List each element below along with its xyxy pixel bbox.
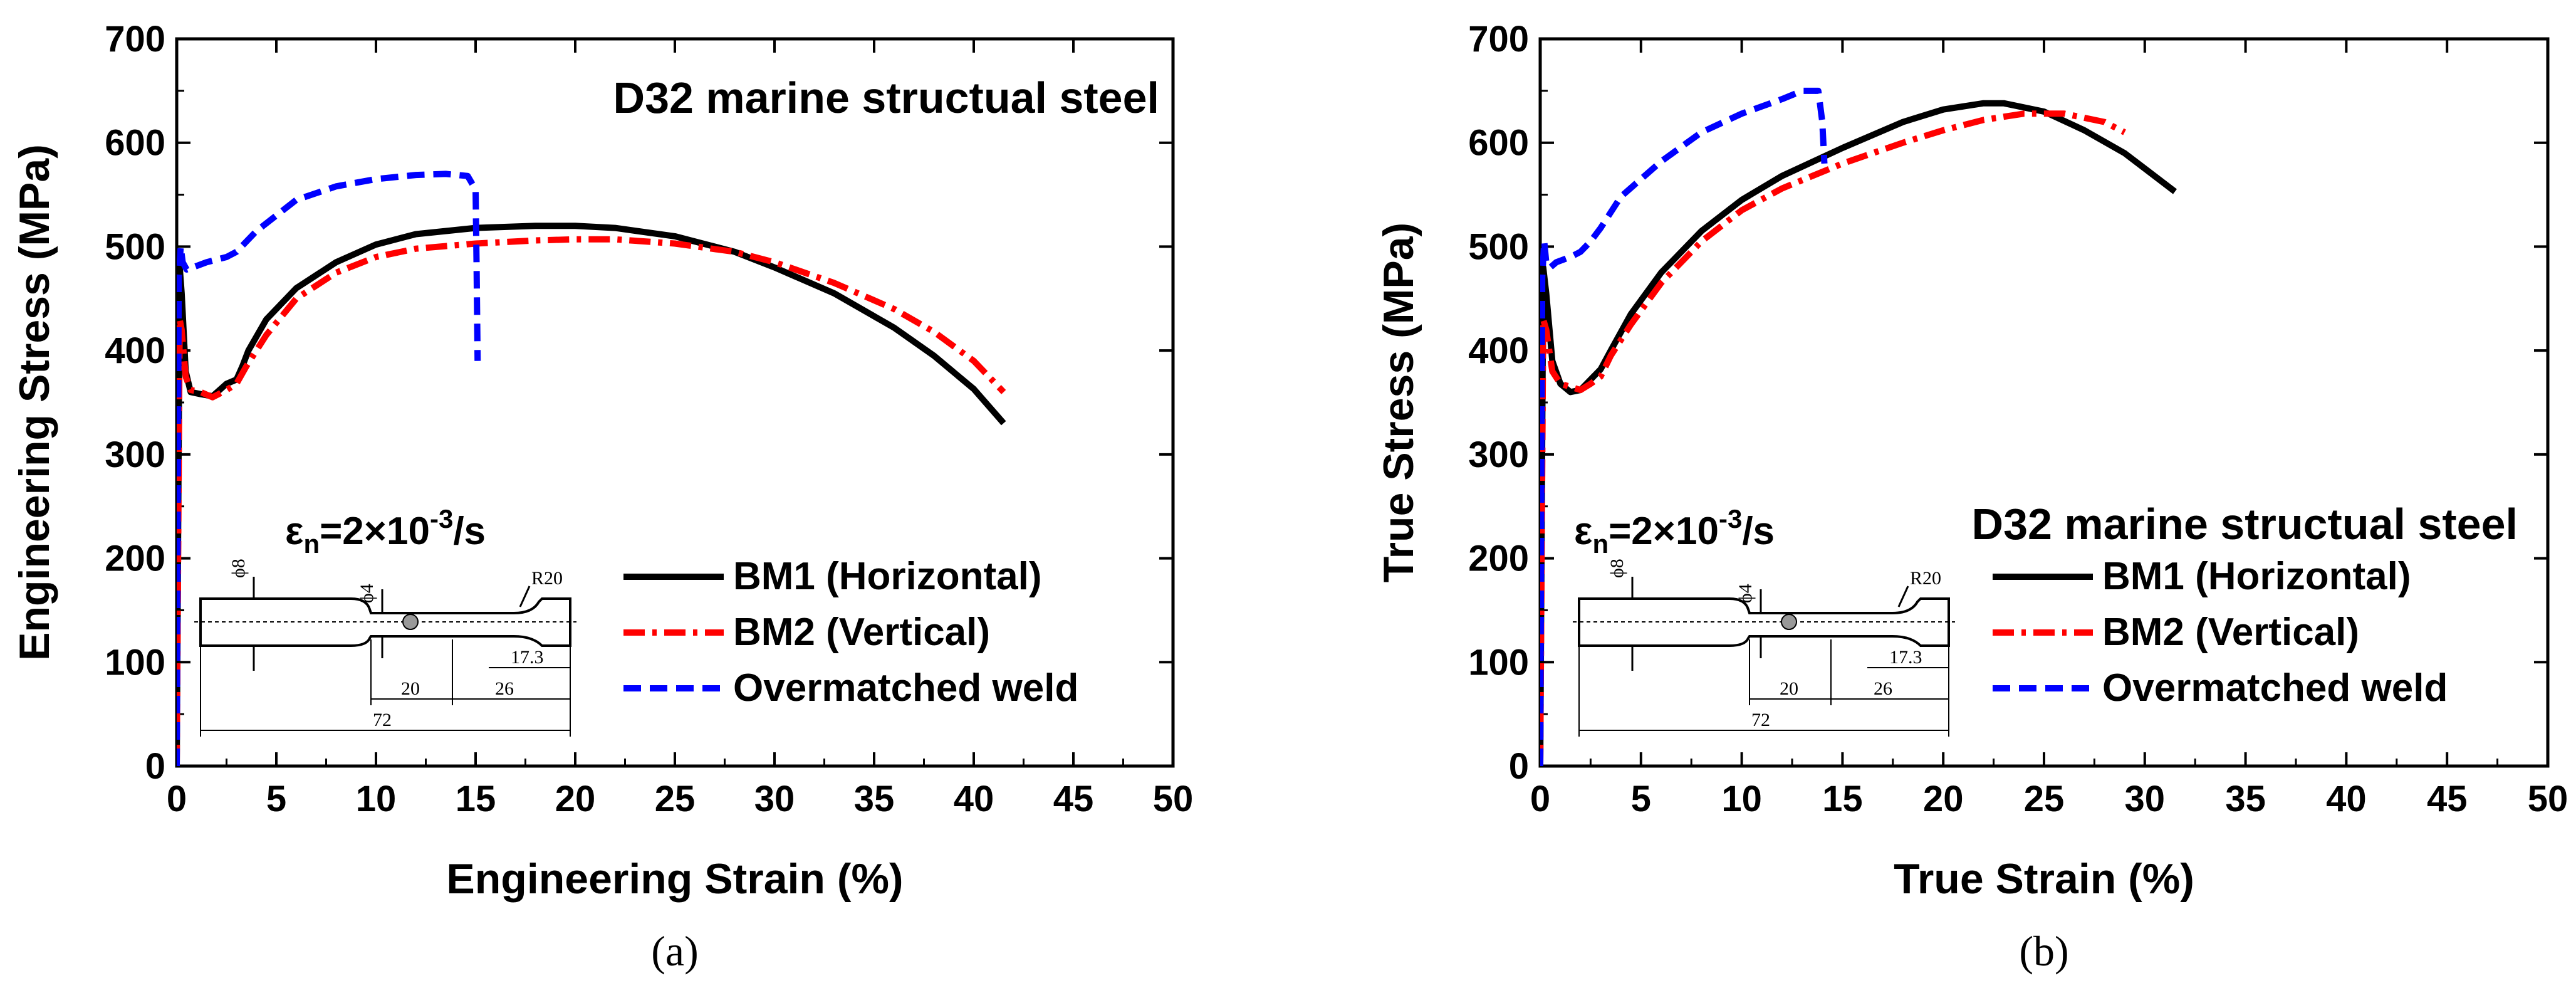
y-tick-label: 200 — [105, 539, 165, 579]
strain-rate-symbol: ε — [1574, 510, 1592, 553]
dim-label: 26 — [1874, 678, 1892, 699]
y-tick-label: 0 — [145, 746, 165, 787]
series-line-bm2-vertical — [1540, 110, 2126, 766]
x-tick-label: 25 — [655, 779, 696, 819]
strain-rate-subscript: n — [303, 529, 320, 559]
plot-frame — [1538, 37, 2550, 768]
y-tick-label: 300 — [1468, 434, 1529, 475]
strain-rate-value: =2×10 — [320, 510, 430, 553]
panel-a: 0 5 10 15 20 25 30 35 40 45 5001002003004005006007… — [11, 19, 1193, 975]
x-tick-label: 15 — [1822, 779, 1863, 819]
dim-label: 20 — [1780, 678, 1798, 699]
x-tick-label: 30 — [754, 779, 795, 819]
dim-label: 72 — [1751, 710, 1770, 730]
x-tick-label: 15 — [456, 779, 496, 819]
x-tick-label: 30 — [2125, 779, 2166, 819]
dim-label: 20 — [401, 678, 420, 699]
x-tick-label: 5 — [1631, 779, 1651, 819]
y-tick-label: 600 — [105, 123, 165, 164]
y-tick-label: 300 — [105, 434, 165, 475]
legend-label: BM1 (Horizontal) — [733, 555, 1042, 598]
x-tick-label: 5 — [266, 779, 286, 819]
dim-label: 72 — [373, 710, 392, 730]
strain-rate-unit: /s — [453, 510, 486, 553]
legend-label: BM1 (Horizontal) — [2102, 555, 2411, 598]
y-tick-label: 700 — [1468, 19, 1529, 60]
dim-label: ϕ8 — [1607, 559, 1627, 578]
strain-rate-symbol: ε — [285, 510, 303, 553]
y-tick-label: 200 — [1468, 539, 1529, 579]
y-tick-label: 600 — [1468, 123, 1529, 164]
dim-arrow — [1897, 586, 1909, 607]
strain-rate-subscript: n — [1592, 529, 1609, 559]
x-tick-label: 25 — [2024, 779, 2065, 819]
x-tick-label: 45 — [1053, 779, 1094, 819]
dim-label: 26 — [495, 678, 514, 699]
series-line-bm1-horizontal — [1540, 100, 2177, 766]
series-line-overmatched-weld — [177, 171, 481, 766]
chart-title: D32 marine structual steel — [1972, 500, 2518, 549]
strain-rate-label: εn=2×10-3/s — [285, 504, 486, 559]
y-tick-label: 100 — [105, 642, 165, 683]
dim-label: R20 — [531, 568, 563, 589]
dim-label: ϕ4 — [1735, 584, 1756, 603]
specimen-diagram: ϕ8 ϕ4 R20 17.3 20 26 72 — [194, 559, 576, 737]
strain-rate-value: =2×10 — [1609, 510, 1719, 553]
series-line-bm1-horizontal — [177, 223, 1006, 766]
y-tick-label: 100 — [1468, 642, 1529, 683]
x-tick-label: 50 — [1153, 779, 1194, 819]
y-axis-title: True Stress (MPa) — [1375, 223, 1422, 582]
dim-label: ϕ4 — [357, 584, 377, 603]
weld-point-marker — [1781, 614, 1797, 630]
x-tick-label: 0 — [1530, 779, 1550, 819]
chart-title: D32 marine structual steel — [613, 73, 1159, 122]
dim-label: R20 — [1910, 568, 1941, 589]
legend-label: Overmatched weld — [2102, 666, 2448, 710]
x-tick-label: 20 — [1923, 779, 1964, 819]
y-tick-label: 400 — [105, 330, 165, 371]
series-group — [1540, 87, 2177, 766]
panel-caption: (b) — [2019, 927, 2068, 975]
panel-b: 0 5 10 15 20 25 30 35 40 45 5001002003004005006007… — [1375, 19, 2568, 975]
y-tick-label: 400 — [1468, 330, 1529, 371]
dim-arrow — [519, 586, 531, 607]
strain-rate-label: εn=2×10-3/s — [1574, 504, 1775, 559]
series-group — [177, 171, 1006, 766]
x-tick-label: 35 — [2225, 779, 2266, 819]
x-tick-label: 0 — [167, 779, 187, 819]
y-tick-label: 0 — [1509, 746, 1529, 787]
x-axis-title: Engineering Strain (%) — [446, 855, 903, 903]
y-tick-label: 500 — [1468, 226, 1529, 267]
x-tick-label: 20 — [555, 779, 596, 819]
x-tick-label: 10 — [356, 779, 397, 819]
legend-label: Overmatched weld — [733, 666, 1078, 710]
panel-caption: (a) — [651, 927, 698, 975]
x-tick-label: 40 — [2326, 779, 2367, 819]
x-axis-title: True Strain (%) — [1894, 855, 2194, 903]
strain-rate-exponent: -3 — [430, 504, 453, 533]
y-tick-label: 700 — [105, 19, 165, 60]
x-tick-label: 50 — [2528, 779, 2568, 819]
series-line-bm2-vertical — [177, 236, 1006, 766]
strain-rate-unit: /s — [1742, 510, 1775, 553]
y-axis-title: Engineering Stress (MPa) — [11, 144, 58, 661]
dim-label: 17.3 — [511, 647, 544, 668]
dim-label: 17.3 — [1889, 647, 1922, 668]
x-tick-label: 40 — [954, 779, 994, 819]
plot-frame — [175, 37, 1175, 768]
legend-label: BM2 (Vertical) — [733, 611, 990, 654]
x-tick-label: 35 — [854, 779, 895, 819]
x-tick-label: 10 — [1721, 779, 1762, 819]
specimen-diagram: ϕ8 ϕ4 R20 17.3 20 26 72 — [1573, 559, 1955, 737]
weld-point-marker — [402, 614, 419, 630]
legend-label: BM2 (Vertical) — [2102, 611, 2359, 654]
dim-label: ϕ8 — [228, 559, 249, 578]
y-tick-label: 500 — [105, 226, 165, 267]
series-line-overmatched-weld — [1540, 87, 1828, 766]
x-tick-label: 45 — [2427, 779, 2468, 819]
strain-rate-exponent: -3 — [1719, 504, 1742, 533]
